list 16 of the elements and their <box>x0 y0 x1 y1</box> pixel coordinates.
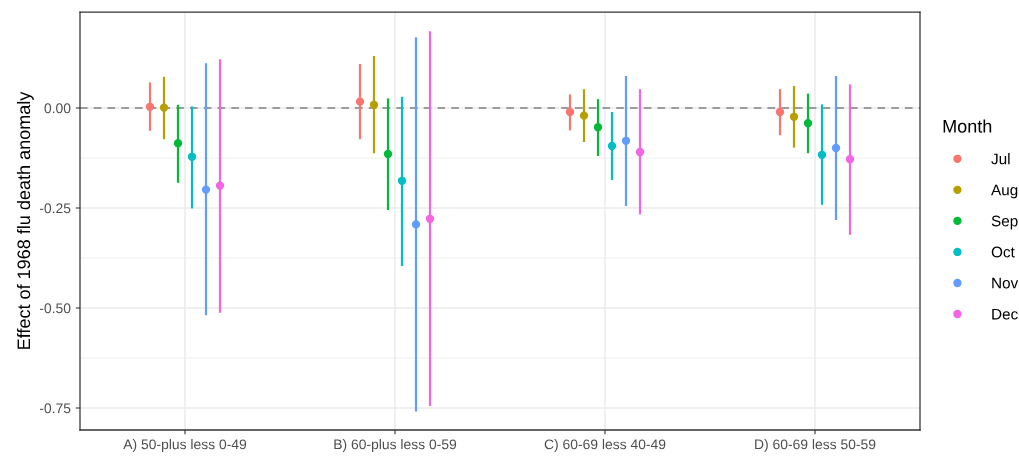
legend-label: Oct <box>991 246 1015 258</box>
legend-title: Month <box>943 119 992 133</box>
y-axis-title: Effect of 1968 flu death anomaly <box>16 91 34 349</box>
legend-label: Aug <box>991 184 1018 199</box>
x-tick-label: B) 60-plus less 0-59 <box>334 439 457 452</box>
x-tick-label: A) 50-plus less 0-49 <box>123 439 247 452</box>
y-tick-label: -0.50 <box>39 303 71 314</box>
y-tick-label: 0.00 <box>44 103 71 114</box>
legend-label: Dec <box>992 308 1018 320</box>
legend-label: Jul <box>991 153 1010 165</box>
y-tick-label: -0.25 <box>39 203 71 214</box>
x-tick-label: C) 60-69 less 40-49 <box>544 439 666 452</box>
x-tick-label: D) 60-69 less 50-59 <box>755 439 876 452</box>
legend-label: Sep <box>991 215 1018 230</box>
y-tick-label: -0.75 <box>39 403 71 414</box>
legend-label: Nov <box>992 277 1019 289</box>
